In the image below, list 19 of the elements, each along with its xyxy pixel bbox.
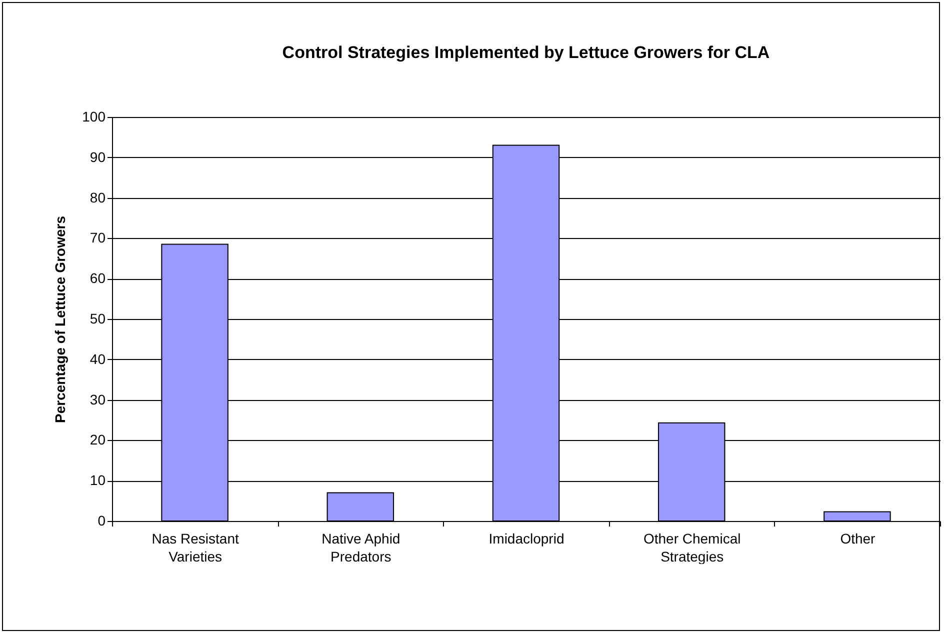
x-tick-label: Native Aphid Predators	[322, 530, 400, 564]
bar	[824, 511, 891, 522]
y-tick-label: 40	[90, 350, 106, 367]
y-tick-label: 80	[90, 189, 106, 206]
y-tick-label: 90	[90, 148, 106, 165]
bar	[326, 492, 394, 522]
y-tick-label: 100	[82, 108, 106, 124]
y-tick-label: 30	[90, 391, 106, 408]
y-tick-label: 20	[90, 432, 106, 448]
x-tick-label: Other	[840, 530, 876, 546]
y-tick-label: 10	[90, 472, 106, 488]
y-tick-label: 70	[90, 230, 106, 246]
x-tick-label: Imidacloprid	[488, 530, 564, 546]
chart-title: Control Strategies Implemented by Lettuce Growers for CLA	[282, 43, 770, 62]
x-tick-label: Nas Resistant Varieties	[152, 530, 239, 564]
y-tick-label: 60	[90, 270, 106, 286]
y-axis-title: Percentage of Lettuce Growers	[52, 216, 68, 423]
y-tick-label: 50	[90, 310, 106, 326]
y-tick-label: 0	[98, 512, 106, 528]
